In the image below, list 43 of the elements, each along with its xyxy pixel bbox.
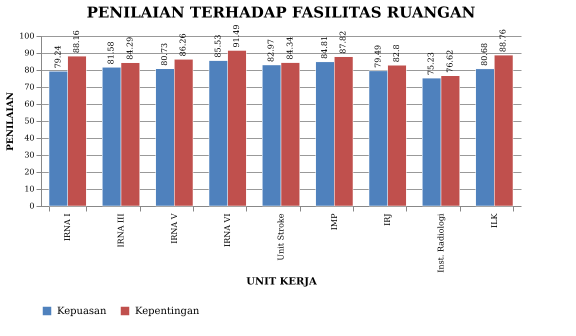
y-tick-label: 40 <box>24 134 34 142</box>
y-tick-label: 10 <box>24 184 34 194</box>
y-tick-label: 50 <box>24 116 34 126</box>
x-tick-label: IRNA V <box>170 213 179 244</box>
data-label: 82.8 <box>392 44 401 62</box>
y-axis-title: PENILAIAN <box>6 92 16 151</box>
x-tick-label: IRNA I <box>63 214 72 242</box>
x-tick-label: Unit Stroke <box>276 213 286 261</box>
data-label: 84.34 <box>285 36 294 60</box>
data-label: 76.62 <box>445 50 454 73</box>
x-tick-label: IMP <box>330 212 339 230</box>
data-label: 75.23 <box>426 52 436 76</box>
y-tick-label: 0 <box>29 202 34 210</box>
data-label: 91.49 <box>232 24 241 48</box>
data-label: 84.29 <box>125 36 134 60</box>
chart-title: PENILAIAN TERHADAP FASILITAS RUANGAN <box>86 4 476 22</box>
x-tick-label: ILK <box>490 212 499 228</box>
data-label: 81.58 <box>106 41 116 64</box>
legend-label: Kepentingan <box>135 306 200 317</box>
legend-label: Kepuasan <box>57 306 108 317</box>
data-label: 79.24 <box>53 45 62 68</box>
y-tick-label: 30 <box>24 150 34 160</box>
data-label: 84.81 <box>320 36 329 59</box>
x-axis-title: UNIT KERJA <box>246 276 318 288</box>
x-tick-label: IRNA VI <box>223 214 232 247</box>
data-label: 88.16 <box>72 30 81 54</box>
data-label: 87.82 <box>338 30 348 54</box>
data-label: 80.68 <box>480 42 489 66</box>
data-label: 86.26 <box>178 33 188 56</box>
data-label: 88.76 <box>498 29 508 52</box>
y-tick-label: 70 <box>24 82 34 92</box>
data-label: 79.49 <box>373 44 382 68</box>
data-label: 85.53 <box>213 34 222 58</box>
y-tick-label: 100 <box>19 32 34 40</box>
x-tick-label: IRJ <box>383 214 392 226</box>
y-tick-label: 90 <box>24 48 34 58</box>
y-tick-label: 60 <box>24 100 34 108</box>
data-label: 82.97 <box>266 39 276 62</box>
y-tick-label: 20 <box>24 168 34 176</box>
data-label: 80.73 <box>160 42 169 66</box>
y-tick-label: 80 <box>24 66 34 74</box>
x-tick-label: IRNA III <box>116 214 126 248</box>
x-tick-label: Inst. Radiologi <box>436 213 446 273</box>
